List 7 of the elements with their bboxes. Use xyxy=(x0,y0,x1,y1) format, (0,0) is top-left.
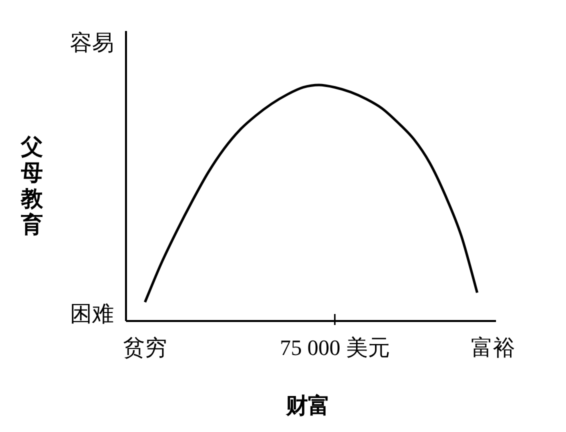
text: 困难 xyxy=(70,301,114,326)
x-tick-label: 贫穷 xyxy=(123,335,167,360)
x-tick-label: 富裕 xyxy=(471,335,515,360)
x-tick-label: 75 000 美元 xyxy=(280,335,390,360)
y-axis-title: 父母教育 xyxy=(20,135,44,238)
text: 容易 xyxy=(70,30,114,55)
x-axis-title: 财富 xyxy=(285,393,330,419)
